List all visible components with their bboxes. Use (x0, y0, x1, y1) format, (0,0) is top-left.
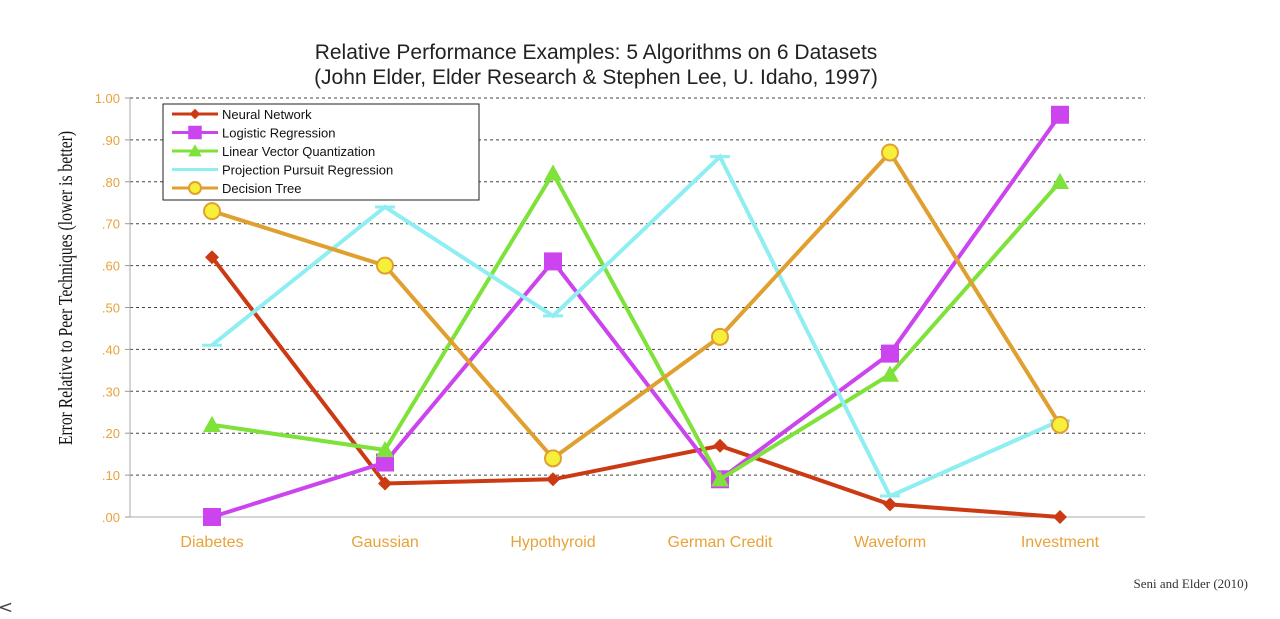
circle-marker (544, 449, 562, 468)
y-tick-label: 1.00 (95, 91, 120, 106)
y-tick-label: .90 (102, 133, 120, 148)
triangle-marker (1051, 172, 1069, 189)
legend-entry: Logistic Regression (172, 126, 335, 141)
diamond-marker (205, 250, 219, 265)
y-tick-labels: .00 .10 .20 .30 .40 .50 .60 .70 .80 .90 1.00 (95, 91, 120, 525)
x-tick-label: German Credit (668, 534, 773, 551)
legend-label: Logistic Regression (222, 126, 335, 141)
diamond-marker (1053, 510, 1067, 524)
square-marker (376, 453, 394, 472)
triangle-marker (376, 440, 394, 458)
y-tick-label: .30 (102, 384, 120, 399)
y-tick-label: .20 (102, 426, 120, 441)
diamond-marker (546, 472, 560, 487)
series-neural-network (205, 250, 1067, 524)
circle-marker (881, 143, 899, 162)
y-tick-label: .40 (102, 342, 120, 357)
chevron-left-icon[interactable]: < (0, 597, 13, 618)
y-tick-label: .70 (102, 217, 120, 232)
triangle-marker (203, 415, 221, 433)
square-marker (1051, 105, 1069, 124)
triangle-marker (711, 470, 729, 487)
y-tick-label: .50 (102, 301, 120, 316)
legend-label: Decision Tree (222, 181, 301, 196)
legend-entry: Neural Network (172, 107, 312, 122)
circle-marker (203, 202, 221, 221)
series-line (211, 149, 1062, 461)
x-tick-label: Diabetes (180, 534, 243, 551)
y-tick-label: .80 (102, 175, 120, 190)
chart-subtitle: (John Elder, Elder Research & Stephen Le… (314, 66, 878, 89)
x-tick-labels: Diabetes Gaussian Hypothyroid German Credit… (180, 534, 1099, 551)
circle-marker (188, 181, 202, 195)
circle-marker (376, 256, 394, 275)
diamond-marker (378, 476, 392, 491)
square-marker (881, 344, 899, 363)
triangle-marker (544, 164, 562, 181)
legend-entry: Linear Vector Quantization (172, 144, 375, 159)
series-decision-tree (203, 143, 1069, 468)
diamond-marker (713, 438, 727, 453)
circle-marker (1051, 415, 1069, 434)
series-line (210, 153, 1061, 499)
chart-title: Relative Performance Examples: 5 Algorit… (315, 41, 878, 64)
series-line (211, 113, 1062, 519)
legend-label: Neural Network (222, 107, 312, 122)
series-line (211, 169, 1062, 483)
x-tick-label: Hypothyroid (510, 534, 595, 551)
legend-label: Projection Pursuit Regression (222, 163, 393, 178)
x-tick-label: Waveform (854, 534, 926, 551)
legend-entry: Decision Tree (172, 181, 301, 196)
y-tick-label: .60 (102, 259, 120, 274)
legend-label: Linear Vector Quantization (222, 144, 375, 159)
legend: Neural Network Logistic Regression Linear … (162, 103, 480, 201)
triangle-marker (188, 144, 202, 157)
series-linear-vector-quantization (203, 164, 1069, 487)
triangle-marker (881, 365, 899, 382)
square-marker (188, 125, 202, 140)
x-tick-label: Gaussian (351, 534, 419, 551)
y-axis-label: Error Relative to Peer Techniques (lower… (54, 131, 77, 445)
source-credit: Seni and Elder (2010) (1134, 576, 1248, 591)
axes (129, 98, 1145, 518)
y-tick-label: .10 (102, 468, 120, 483)
series-layer (202, 105, 1070, 526)
diamond-marker (883, 497, 897, 512)
square-marker (203, 508, 221, 526)
diamond-marker (189, 108, 201, 120)
x-tick-label: Investment (1021, 534, 1100, 551)
square-marker (544, 252, 562, 271)
legend-entry: Projection Pursuit Regression (172, 163, 393, 178)
y-tick-label: .00 (102, 510, 120, 525)
circle-marker (711, 327, 729, 346)
